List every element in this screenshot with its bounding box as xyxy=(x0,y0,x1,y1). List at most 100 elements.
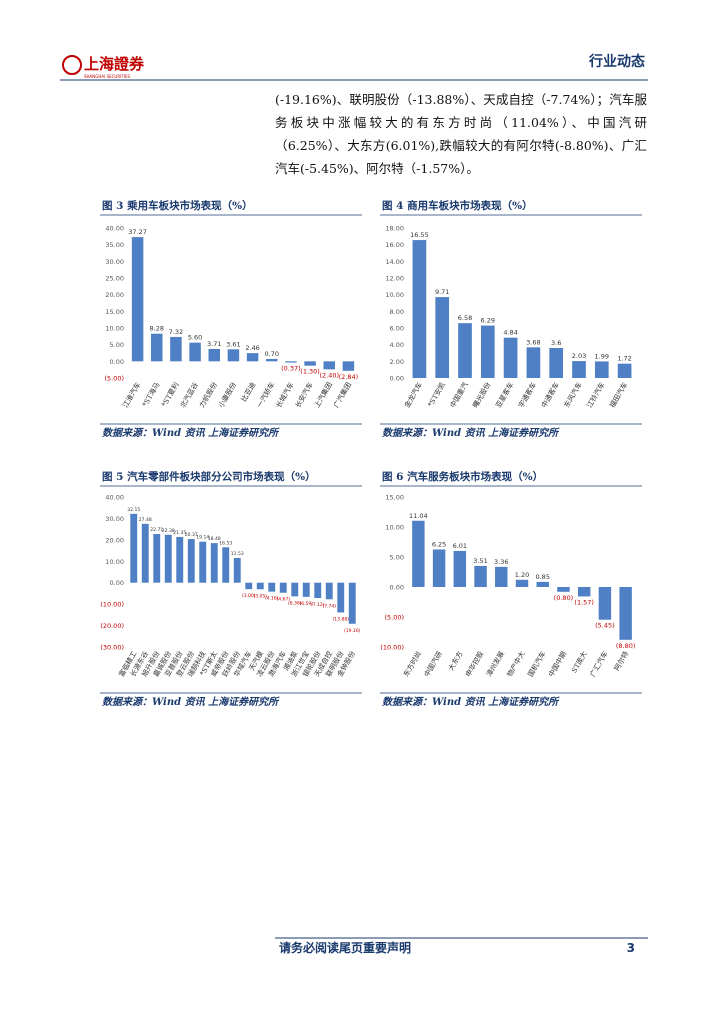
value-label: 18.48 xyxy=(208,536,221,542)
y-tick-label: (10.00) xyxy=(380,644,404,652)
bar xyxy=(279,582,287,593)
figure-title: 图 5 汽车零部件板块部分公司市场表现（%） xyxy=(102,470,316,483)
x-tick-label: 北汽蓝谷 xyxy=(178,381,200,410)
logo-text: 上海證券 xyxy=(84,55,145,73)
bar xyxy=(432,549,446,587)
y-tick-label: 10.00 xyxy=(385,291,404,299)
bar xyxy=(187,539,195,583)
figure-source: 数据来源：Wind 资讯 上海证券研究所 xyxy=(382,427,560,439)
bar xyxy=(515,579,529,587)
value-label: 2.03 xyxy=(572,352,586,360)
y-tick-label: 10.00 xyxy=(385,524,404,532)
x-tick-label: 长城汽车 xyxy=(274,381,296,410)
bar xyxy=(256,582,264,590)
bar xyxy=(153,534,161,583)
value-label: 21.35 xyxy=(173,530,186,536)
bar xyxy=(435,297,450,378)
bar xyxy=(617,363,632,378)
value-label: 3.36 xyxy=(494,558,508,566)
bar xyxy=(348,582,356,624)
bar xyxy=(246,353,259,362)
value-label: 3.71 xyxy=(207,340,221,348)
bar xyxy=(549,348,564,378)
value-label: 37.27 xyxy=(128,228,147,236)
value-label: 6.25 xyxy=(432,541,446,549)
y-tick-label: 5.00 xyxy=(390,554,404,562)
y-tick-label: 8.00 xyxy=(390,308,404,316)
y-tick-label: (10.00) xyxy=(100,601,124,609)
figure-title: 图 3 乘用车板块市场表现（%） xyxy=(102,199,253,212)
value-label: 3.51 xyxy=(473,557,487,565)
x-tick-label: 中通客车 xyxy=(539,381,561,410)
x-tick-label: 大东方 xyxy=(446,650,464,673)
bar xyxy=(323,361,335,370)
y-tick-label: 20.00 xyxy=(105,291,124,299)
x-tick-label: 阿尔特 xyxy=(612,650,630,673)
y-tick-label: 0.00 xyxy=(110,358,124,366)
value-label: (7.12) xyxy=(311,602,325,608)
value-label: (4.16) xyxy=(265,596,279,602)
x-tick-label: 小康股份 xyxy=(216,381,238,410)
value-label: (19.16) xyxy=(344,628,361,634)
value-label: 1.20 xyxy=(515,571,529,579)
y-tick-label: 6.00 xyxy=(390,325,404,333)
value-label: 6.01 xyxy=(453,542,467,550)
y-tick-label: 30.00 xyxy=(105,258,124,266)
bar xyxy=(291,582,299,597)
y-tick-label: 0.00 xyxy=(390,375,404,383)
x-tick-label: 广汇汽车 xyxy=(588,650,610,679)
value-label: 16.53 xyxy=(219,540,232,546)
bar xyxy=(314,582,322,598)
bar xyxy=(594,361,609,378)
figure-source: 数据来源：Wind 资讯 上海证券研究所 xyxy=(382,696,560,708)
value-label: (4.67) xyxy=(276,597,290,603)
y-tick-label: 15.00 xyxy=(105,308,124,316)
x-tick-label: 亚星客车 xyxy=(494,381,516,410)
bar xyxy=(302,582,310,597)
value-label: 32.15 xyxy=(127,507,140,513)
value-label: (1.57) xyxy=(574,598,594,606)
bar xyxy=(164,534,172,583)
value-label: 2.46 xyxy=(245,344,259,352)
value-label: 11.53 xyxy=(231,551,244,557)
figure-title: 图 6 汽车服务板块市场表现（%） xyxy=(382,470,543,483)
x-tick-label: 力帆股份 xyxy=(197,381,219,410)
x-tick-label: *ST安凯 xyxy=(426,381,447,409)
value-label: 5.60 xyxy=(188,334,202,342)
y-tick-label: 20.00 xyxy=(105,536,124,544)
x-tick-label: 漳州发展 xyxy=(484,650,506,679)
bar xyxy=(141,523,149,583)
x-tick-label: 宇通客车 xyxy=(516,381,538,410)
value-label: 22.38 xyxy=(162,528,175,534)
x-tick-label: 江铃汽车 xyxy=(585,381,607,410)
x-tick-label: 中国汽研 xyxy=(422,650,444,679)
value-label: (3.00) xyxy=(242,593,256,599)
value-label: (0.80) xyxy=(554,594,574,602)
bar xyxy=(304,361,316,366)
value-label: (2.40) xyxy=(319,371,339,379)
value-label: (8.80) xyxy=(616,642,636,650)
value-label: (2.84) xyxy=(339,373,359,381)
y-tick-label: 18.00 xyxy=(385,225,404,233)
bar xyxy=(208,348,220,362)
value-label: 11.04 xyxy=(409,512,428,520)
y-tick-label: 12.00 xyxy=(385,275,404,283)
bar xyxy=(199,541,207,583)
footer-notice: 请务必阅读尾页重要声明 xyxy=(279,940,411,955)
bar xyxy=(268,582,276,592)
bar xyxy=(412,520,425,587)
bar xyxy=(130,513,138,583)
y-tick-label: 14.00 xyxy=(385,258,404,266)
bar xyxy=(412,240,427,378)
bar xyxy=(536,581,549,587)
x-tick-label: 中国中期 xyxy=(546,650,568,679)
section: 行业动态 xyxy=(588,53,645,70)
x-tick-label: ST庞大 xyxy=(569,650,589,675)
bar xyxy=(325,582,333,600)
value-label: 3.68 xyxy=(526,338,540,346)
bar xyxy=(453,550,467,587)
y-tick-label: (20.00) xyxy=(100,622,124,630)
y-tick-label: 10.00 xyxy=(105,558,124,566)
value-label: (3.05) xyxy=(253,593,267,599)
bar xyxy=(474,565,487,587)
